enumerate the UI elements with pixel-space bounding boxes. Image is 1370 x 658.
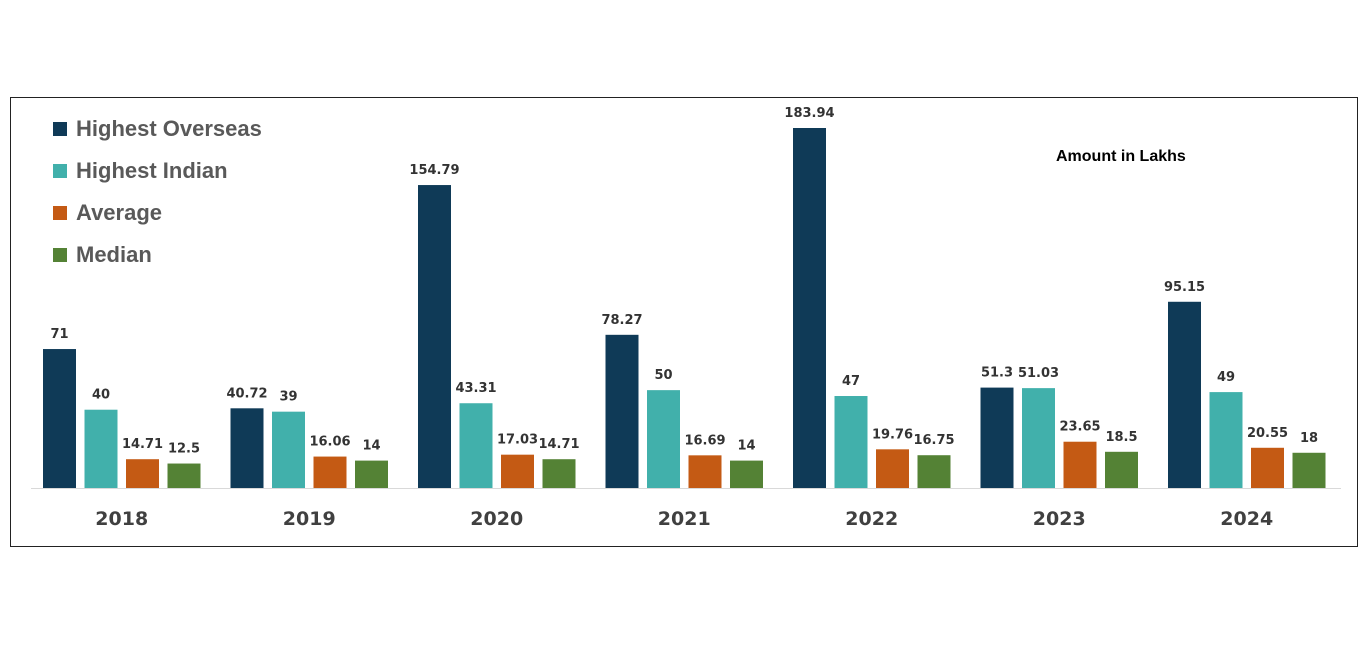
bar	[793, 128, 826, 488]
bar	[1022, 388, 1055, 488]
bar	[1209, 392, 1243, 488]
bar	[542, 459, 576, 488]
x-tick-label: 2018	[95, 508, 148, 530]
bar	[167, 463, 201, 488]
legend-label: Highest Overseas	[76, 116, 262, 141]
data-label: 17.03	[497, 433, 538, 448]
x-tick-label: 2022	[845, 508, 898, 530]
bar	[272, 411, 305, 488]
legend-item-average: Average	[53, 192, 262, 234]
bar	[980, 387, 1014, 488]
data-label: 49	[1217, 370, 1235, 385]
bar	[834, 396, 868, 488]
data-label: 39	[279, 390, 297, 405]
bar	[688, 455, 722, 488]
data-label: 154.79	[409, 163, 459, 178]
legend-swatch	[53, 248, 67, 262]
data-label: 14.71	[122, 437, 163, 452]
units-note: Amount in Lakhs	[1056, 148, 1186, 165]
chart-frame: 71 40 14.71 12.5 2018 40.72 39 16.06 14 2019 154.7…	[10, 97, 1358, 547]
x-tick-label: 2023	[1033, 508, 1086, 530]
bar	[84, 409, 118, 488]
bar	[730, 460, 763, 488]
legend-label: Average	[76, 200, 163, 225]
legend-item-highest-overseas: Highest Overseas	[53, 108, 262, 150]
data-label: 51.3	[981, 366, 1013, 381]
x-tick-label: 2019	[283, 508, 336, 530]
data-label: 47	[842, 374, 860, 389]
data-label: 23.65	[1059, 420, 1100, 435]
legend: Highest Overseas Highest Indian Average …	[53, 108, 262, 276]
data-label: 51.03	[1018, 366, 1059, 381]
bar	[605, 334, 639, 488]
data-label: 16.75	[913, 433, 954, 448]
data-label: 78.27	[601, 313, 642, 328]
data-label: 12.5	[168, 442, 200, 457]
bar	[43, 349, 76, 488]
data-label: 14	[737, 439, 755, 454]
bar	[1168, 301, 1201, 488]
bar	[647, 390, 680, 488]
legend-swatch	[53, 206, 67, 220]
bar	[418, 185, 451, 488]
data-label: 71	[50, 327, 68, 342]
bar	[917, 455, 951, 488]
data-label: 40.72	[226, 386, 267, 401]
legend-item-highest-indian: Highest Indian	[53, 150, 262, 192]
data-label: 40	[92, 388, 110, 403]
data-label: 50	[654, 368, 672, 383]
data-label: 14	[362, 439, 380, 454]
x-tick-label: 2021	[658, 508, 711, 530]
legend-label: Highest Indian	[76, 158, 228, 183]
data-label: 183.94	[784, 106, 834, 121]
legend-label: Median	[76, 242, 152, 267]
bar	[1063, 441, 1097, 488]
legend-swatch	[53, 164, 67, 178]
data-label: 19.76	[872, 427, 913, 442]
bar	[459, 403, 493, 488]
data-label: 18.5	[1105, 430, 1137, 445]
bar	[1292, 452, 1326, 488]
data-label: 43.31	[455, 381, 496, 396]
data-label: 16.69	[684, 433, 725, 448]
data-label: 14.71	[538, 437, 579, 452]
bar-chart: 71 40 14.71 12.5 2018 40.72 39 16.06 14 2019 154.7…	[31, 106, 1341, 530]
bar	[313, 456, 347, 488]
bar	[230, 408, 264, 488]
x-tick-label: 2020	[470, 508, 523, 530]
bar	[501, 454, 534, 488]
bar	[1251, 447, 1284, 488]
data-label: 18	[1300, 431, 1318, 446]
data-label: 95.15	[1164, 280, 1205, 295]
bar	[1105, 451, 1138, 488]
legend-item-median: Median	[53, 234, 262, 276]
bar	[355, 460, 388, 488]
data-label: 20.55	[1247, 426, 1288, 441]
legend-swatch	[53, 122, 67, 136]
data-label: 16.06	[309, 435, 350, 450]
bar	[126, 459, 159, 488]
bar	[876, 449, 909, 488]
x-tick-label: 2024	[1220, 508, 1273, 530]
